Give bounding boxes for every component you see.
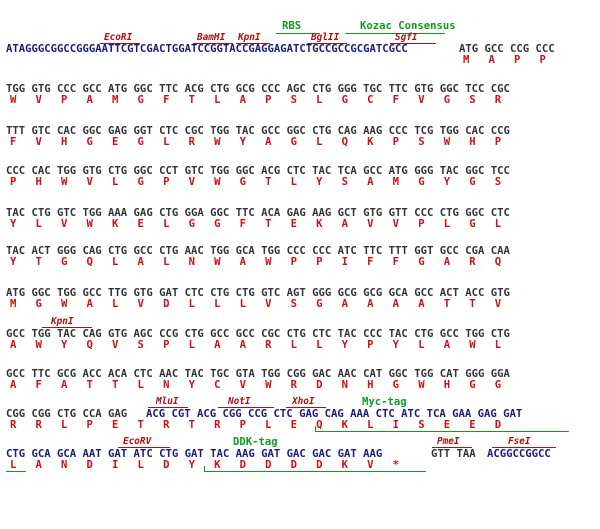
dna-row-vector: CTG GCA GCA AAT GAT ATC CTG GAT TAC AAG … [6, 448, 383, 460]
fsei-site: FseI [508, 436, 531, 447]
vector-sequence: ATAGGGCGGCCGGGAATTCGTCGACTGGATCCGGTACCGA… [6, 43, 408, 55]
myc-tag-bar-end [6, 471, 26, 472]
bamhi-site: BamHI [197, 32, 226, 43]
noti-site: NotI [228, 396, 251, 407]
myc-tag-label: Myc-tag [362, 396, 407, 408]
aa-row: M G W A L V D L L L V S G A A A A T T V [10, 298, 502, 310]
aa-row: Y T G Q L A L N W A W P P I F F G A R Q [10, 256, 502, 268]
aa-row: F V H G E G L R W Y A G L Q K P S W H P [10, 136, 502, 148]
ecorv-site: EcoRV [123, 436, 152, 447]
dna-row: GCC TGG TAC CAG GTG AGC CCG CTG GCC GCC … [6, 328, 510, 340]
dna-row: CGG CGG CTG CCA GAG [6, 408, 128, 420]
dna-row: TTT GTC CAC GGC GAG GGT CTC CGC TGG TAC … [6, 125, 510, 137]
dna-row-vector: ACGGCCGGCC [487, 448, 551, 460]
aa-row: A W Y Q V S P L A A R L L Y P Y L A W L [10, 339, 502, 351]
kozac-line [345, 33, 445, 34]
aa-row: L A N D I L D Y K D D D D K V * [10, 459, 400, 471]
dna-row: TAC ACT GGG CAG CTG GCC CTG AAC TGG GCA … [6, 245, 510, 257]
rbs-line [276, 33, 320, 34]
ddk-tag-bar [204, 471, 426, 472]
aa-row: P H W V L G P V W G T L Y S A M G Y G S [10, 176, 502, 188]
start-amino-acids: M A P P [463, 54, 546, 66]
dna-row: TGG GTG CCC GCC ATG GGC TTC ACG CTG GCG … [6, 83, 510, 95]
aa-row: A F A T T L N Y C V W R D N H G W H G G [10, 379, 502, 391]
aa-row: Y L V W K E L G G F T E K A V V P L G L [10, 218, 502, 230]
xhoi-site: XhoI [292, 396, 315, 407]
kpni-site: KpnI [238, 32, 261, 43]
kozac-label: Kozac Consensus [360, 20, 456, 32]
dna-row: CCC CAC TGG GTG CTG GGC CCT GTC TGG GGC … [6, 165, 510, 177]
dna-row: GTT TAA [431, 448, 476, 460]
dna-row: GCC TTC GCG ACC ACA CTC AAC TAC TGC GTA … [6, 368, 510, 380]
dna-row-vector: ACG CGT ACG CGG CCG CTC GAG CAG AAA CTC … [146, 408, 523, 420]
sgfi-site: SgfI [395, 32, 418, 43]
aa-row: W V P A M G F T L A P S L G C F V G S R [10, 94, 502, 106]
dna-row: ATG GGC TGG GCC TTG GTG GAT CTC CTG CTG … [6, 287, 510, 299]
ddk-tag-label: DDK-tag [233, 436, 278, 448]
start-codons: ATG GCC CCG CCC [459, 43, 555, 55]
myc-tag-bar [315, 431, 569, 432]
pmei-site: PmeI [437, 436, 460, 447]
bglii-site: BglII [311, 32, 340, 43]
kpni-site: KpnI [51, 316, 74, 327]
mlui-site: MluI [156, 396, 179, 407]
ecori-site: EcoRI [104, 32, 133, 43]
dna-row: TAC CTG GTC TGG AAA GAG CTG GGA GGC TTC … [6, 207, 510, 219]
aa-row: R R L P E T R T R P L E Q K L I S E E D [10, 419, 502, 431]
rbs-label: RBS [282, 20, 302, 32]
